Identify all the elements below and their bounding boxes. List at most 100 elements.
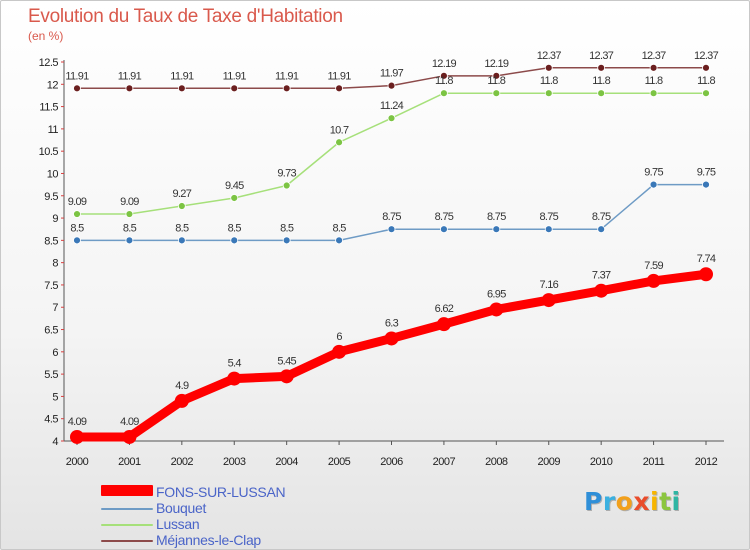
data-point [649, 180, 658, 189]
data-point [436, 317, 451, 332]
series-line [72, 269, 711, 442]
data-label: 11.8 [435, 75, 453, 87]
data-label: 9.75 [697, 167, 716, 179]
y-tick-label: 10 [47, 168, 59, 180]
data-point [177, 84, 186, 93]
data-point [174, 393, 189, 408]
x-tick-label: 2011 [643, 456, 665, 468]
data-point [282, 236, 291, 245]
logo-letter: i [650, 487, 660, 516]
y-tick-label: 9 [52, 213, 58, 225]
data-label: 8.75 [592, 211, 611, 223]
data-label: 12.37 [642, 50, 667, 62]
data-label: 7.16 [539, 279, 558, 291]
x-tick-label: 2000 [66, 456, 89, 468]
legend-label: FONS-SUR-LUSSAN [156, 484, 286, 500]
data-point [335, 84, 343, 93]
logo-letter: o [615, 487, 634, 516]
data-label: 9.73 [277, 168, 296, 180]
data-point [544, 63, 553, 72]
data-point [702, 89, 710, 98]
data-point [227, 371, 242, 386]
x-tick-label: 2008 [485, 456, 508, 468]
data-label: 12.37 [537, 50, 562, 62]
data-label: 11.8 [487, 75, 505, 87]
data-label: 11.91 [327, 70, 351, 82]
data-point [440, 71, 448, 80]
data-label: 11.8 [540, 75, 558, 87]
x-tick-label: 2001 [118, 456, 141, 468]
data-point [335, 236, 343, 245]
data-label: 11.91 [275, 70, 299, 82]
data-label: 5.45 [277, 355, 296, 367]
data-label: 4.09 [120, 416, 139, 428]
data-label: 11.97 [380, 68, 404, 80]
data-label: 11.24 [380, 100, 404, 112]
data-point [597, 63, 606, 72]
y-tick-label: 12 [47, 79, 59, 91]
data-label: 11.91 [223, 70, 247, 82]
data-label: 6.62 [435, 303, 454, 315]
data-point [282, 84, 291, 93]
data-point [649, 63, 658, 72]
data-point [384, 331, 399, 346]
y-tick-label: 5.5 [44, 369, 58, 381]
data-label: 9.75 [644, 167, 663, 179]
data-point [230, 84, 239, 93]
data-point [702, 180, 710, 189]
data-point [646, 273, 661, 288]
data-label: 4.09 [68, 416, 87, 428]
data-label: 9.45 [225, 180, 244, 192]
data-label: 8.75 [539, 211, 558, 223]
data-label: 8.5 [123, 222, 137, 234]
data-label: 9.09 [68, 196, 87, 208]
data-label: 7.74 [697, 253, 716, 265]
chart-unit-label: (en %) [28, 29, 64, 43]
data-label: 12.37 [589, 50, 614, 62]
legend-swatch [101, 524, 153, 526]
legend-label: Bouquet [156, 500, 207, 516]
y-tick-label: 9.5 [44, 191, 58, 203]
x-tick-label: 2004 [275, 456, 298, 468]
data-label: 9.09 [120, 196, 139, 208]
logo-letter: t [659, 487, 672, 516]
data-point [440, 225, 448, 234]
x-tick-label: 2005 [328, 456, 351, 468]
data-label: 10.7 [330, 124, 349, 136]
data-label: 8.5 [332, 222, 346, 234]
x-tick-label: 2003 [223, 456, 246, 468]
data-point [177, 236, 186, 245]
chart-title: Evolution du Taux de Taxe d'Habitation [28, 6, 343, 27]
data-point [544, 89, 553, 98]
data-label: 11.91 [65, 70, 89, 82]
data-point [125, 84, 134, 93]
data-point [541, 293, 556, 308]
data-point [387, 81, 396, 90]
data-point [492, 89, 501, 98]
legend-swatch [101, 485, 153, 496]
logo-letter: x [633, 487, 650, 516]
data-label: 12.19 [432, 58, 457, 70]
data-point [489, 302, 504, 317]
data-label: 5.4 [228, 358, 242, 370]
data-label: 6.95 [487, 288, 506, 300]
data-point [125, 236, 134, 245]
y-tick-label: 6.5 [44, 325, 58, 337]
data-point [387, 114, 396, 123]
data-label: 9.27 [173, 188, 192, 200]
x-tick-label: 2007 [433, 456, 456, 468]
data-label: 8.5 [175, 222, 189, 234]
data-label: 7.37 [592, 270, 611, 282]
y-tick-label: 10.5 [39, 146, 59, 158]
data-point [282, 181, 291, 190]
logo-letter: P [584, 487, 603, 516]
data-label: 11.8 [697, 75, 715, 87]
data-point [597, 89, 606, 98]
y-tick-label: 11.5 [39, 102, 58, 114]
data-point [279, 369, 294, 384]
data-point [544, 225, 553, 234]
data-point [492, 225, 501, 234]
y-tick-label: 7.5 [44, 280, 58, 292]
x-tick-label: 2006 [380, 456, 403, 468]
